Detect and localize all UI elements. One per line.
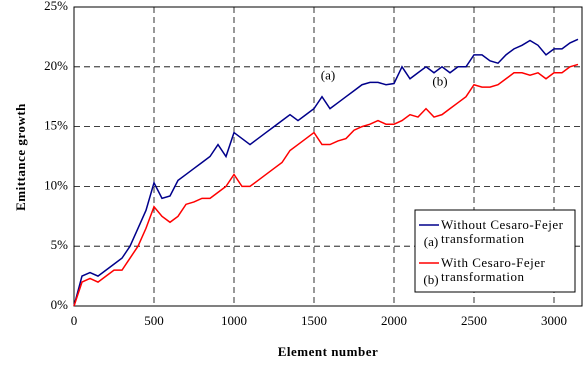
legend-marker: (b)	[423, 272, 438, 287]
plot-frame	[73, 6, 583, 307]
series-line	[73, 38, 579, 307]
legend-entry: Without Cesaro-Fejer transformation	[441, 218, 564, 246]
y-tick-label: 5%	[51, 237, 69, 252]
y-tick-label: 25%	[44, 0, 68, 13]
x-tick-label: 1500	[301, 313, 327, 328]
y-tick-label: 10%	[44, 177, 68, 192]
legend-label: Without Cesaro-Fejer transformation	[441, 218, 564, 246]
x-tick-label: 2500	[461, 313, 487, 328]
legend-marker: (a)	[424, 234, 438, 249]
legend-entry: With Cesaro-Fejer transformation	[441, 256, 546, 284]
x-tick-label: 2000	[381, 313, 407, 328]
y-axis-label: Emittance growth	[13, 103, 28, 211]
y-tick-label: 20%	[44, 58, 68, 73]
x-tick-label: 500	[144, 313, 164, 328]
y-tick-label: 15%	[44, 118, 68, 133]
series-line	[73, 63, 579, 307]
legend-box	[414, 209, 576, 293]
y-tick-label: 0%	[51, 297, 69, 312]
x-axis-label: Element number	[278, 344, 379, 359]
x-tick-label: 3000	[541, 313, 567, 328]
annotation: (b)	[432, 74, 447, 89]
x-tick-label: 1000	[221, 313, 247, 328]
legend-label: With Cesaro-Fejer transformation	[441, 256, 546, 284]
x-tick-label: 0	[71, 313, 78, 328]
annotation: (a)	[321, 68, 335, 83]
